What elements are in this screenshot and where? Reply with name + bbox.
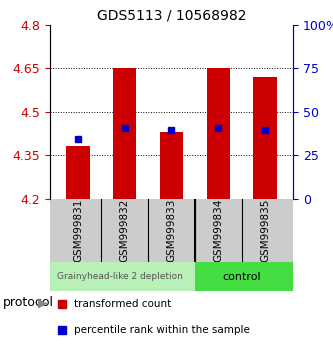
Text: transformed count: transformed count xyxy=(74,299,171,309)
Text: GSM999833: GSM999833 xyxy=(166,199,176,262)
Text: GSM999832: GSM999832 xyxy=(120,199,130,262)
Text: GSM999835: GSM999835 xyxy=(260,199,270,262)
Bar xyxy=(195,262,293,291)
Bar xyxy=(50,262,195,291)
Bar xyxy=(160,132,183,199)
Text: GSM999834: GSM999834 xyxy=(213,199,223,262)
Bar xyxy=(113,68,137,199)
Text: Grainyhead-like 2 depletion: Grainyhead-like 2 depletion xyxy=(57,272,183,281)
Text: GSM999831: GSM999831 xyxy=(73,199,83,262)
Bar xyxy=(253,77,277,199)
Bar xyxy=(206,68,230,199)
Text: protocol: protocol xyxy=(3,296,54,309)
Bar xyxy=(66,147,90,199)
Text: percentile rank within the sample: percentile rank within the sample xyxy=(74,325,250,335)
Text: ▶: ▶ xyxy=(38,296,48,309)
Title: GDS5113 / 10568982: GDS5113 / 10568982 xyxy=(97,8,246,22)
Text: control: control xyxy=(222,272,261,282)
